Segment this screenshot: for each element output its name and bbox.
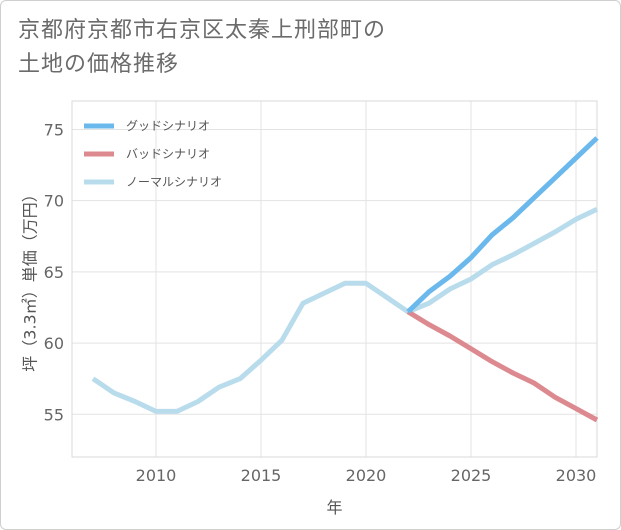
y-tick-label: 75 [44,120,64,139]
y-axis-label: 坪（3.3㎡）単価（万円） [21,186,40,371]
series-line-1 [406,136,599,314]
x-tick-label: 2015 [241,466,282,485]
y-tick-label: 55 [44,405,64,424]
x-tick-label: 2025 [451,466,492,485]
y-tick-labels: 55 60 65 70 75 [44,120,64,424]
title-line-2: 土地の価格推移 [18,52,180,77]
plot-area [71,100,598,458]
chart-title: 京都府京都市右京区太秦上刑部町の 土地の価格推移 [18,14,386,82]
x-tick-label: 2030 [556,466,597,485]
legend-label: ノーマルシナリオ [126,175,222,189]
series-line-2 [406,309,599,423]
y-tick-label: 70 [44,192,64,211]
x-tick-labels: 2010 2015 2020 2025 2030 [136,466,597,485]
x-tick-label: 2020 [346,466,387,485]
legend-label: グッドシナリオ [126,119,210,133]
series-line-3 [91,206,599,414]
x-tick-label: 2010 [136,466,177,485]
title-line-1: 京都府京都市右京区太秦上刑部町の [18,18,387,43]
x-axis-label: 年 [326,498,342,517]
legend-label: バッドシナリオ [126,147,210,161]
y-tick-label: 65 [44,263,64,282]
series-layer [91,136,599,423]
y-tick-label: 60 [44,334,64,353]
